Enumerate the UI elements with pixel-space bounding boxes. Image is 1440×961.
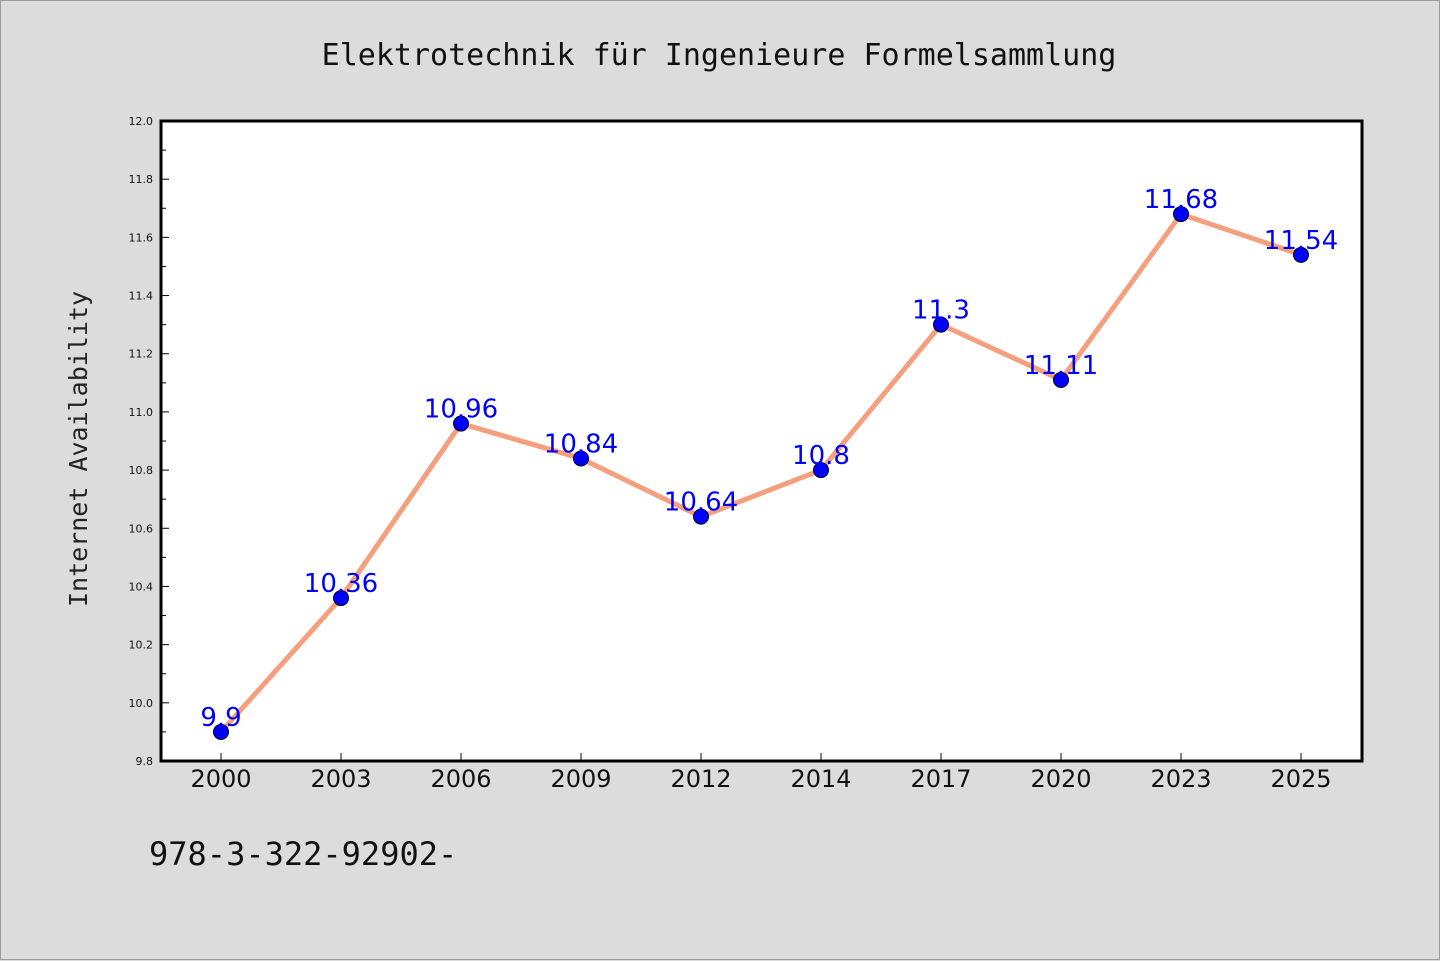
y-tick-label: 11.0 <box>129 406 154 419</box>
x-tick-label: 2000 <box>190 765 251 793</box>
data-label: 10.8 <box>792 441 850 471</box>
isbn-text: 978-3-322-92902- <box>149 835 457 873</box>
y-axis-ticks: 9.8 10.0 10.2 10.4 10.6 10.8 11.0 11.2 11.4 11.6 1… <box>129 115 169 768</box>
data-point <box>813 462 829 479</box>
x-tick-label: 2025 <box>1270 765 1331 793</box>
data-point <box>573 450 589 467</box>
y-tick-label: 10.0 <box>129 697 154 710</box>
data-label: 11.54 <box>1264 226 1338 256</box>
x-tick-label: 2006 <box>430 765 491 793</box>
data-point <box>693 508 709 525</box>
data-point <box>333 590 349 607</box>
x-tick-label: 2017 <box>910 765 971 793</box>
x-tick-label: 2003 <box>310 765 371 793</box>
data-label: 9.9 <box>200 703 241 733</box>
data-point <box>933 316 949 333</box>
series-line <box>219 211 1302 734</box>
y-tick-label: 10.4 <box>129 580 154 593</box>
y-tick-label: 10.2 <box>129 639 154 652</box>
plot-border <box>159 119 1364 763</box>
data-label: 10.84 <box>544 429 618 459</box>
data-points-group <box>213 206 1309 740</box>
data-label: 11.68 <box>1144 185 1218 215</box>
data-point <box>1053 371 1069 388</box>
y-axis-label: Internet Availability <box>64 291 93 607</box>
data-labels-group: 9.9 10.36 10.96 10.84 10.64 10.8 11.3 11.11 11.6… <box>200 185 1338 733</box>
y-tick-label: 11.6 <box>129 231 154 244</box>
chart-title: Elektrotechnik für Ingenieure Formelsamm… <box>322 38 1117 73</box>
x-tick-label: 2023 <box>1150 765 1211 793</box>
x-tick-label: 2012 <box>670 765 731 793</box>
y-tick-label: 11.4 <box>129 290 154 303</box>
data-label: 10.64 <box>664 488 738 518</box>
data-point <box>213 723 229 740</box>
y-tick-label: 11.8 <box>129 173 154 186</box>
plot-area <box>161 121 1362 761</box>
y-tick-label: 9.8 <box>136 755 154 768</box>
data-point <box>453 415 469 432</box>
data-point <box>1293 246 1309 263</box>
data-label: 11.3 <box>912 296 970 326</box>
x-tick-label: 2009 <box>550 765 611 793</box>
y-tick-label: 11.2 <box>129 348 154 361</box>
data-label: 10.36 <box>304 569 378 599</box>
x-tick-label: 2014 <box>790 765 851 793</box>
data-label: 11.11 <box>1024 351 1098 381</box>
x-tick-label: 2020 <box>1030 765 1091 793</box>
data-label: 10.96 <box>424 395 498 425</box>
y-tick-label: 12.0 <box>129 115 154 128</box>
y-tick-label: 10.8 <box>129 464 154 477</box>
x-axis-ticks: 2000 2003 2006 2009 2012 2014 2017 2020 2023 2025 <box>190 753 1332 793</box>
data-point <box>1173 206 1189 223</box>
y-tick-label: 10.6 <box>129 522 154 535</box>
series-line-group <box>219 211 1302 734</box>
